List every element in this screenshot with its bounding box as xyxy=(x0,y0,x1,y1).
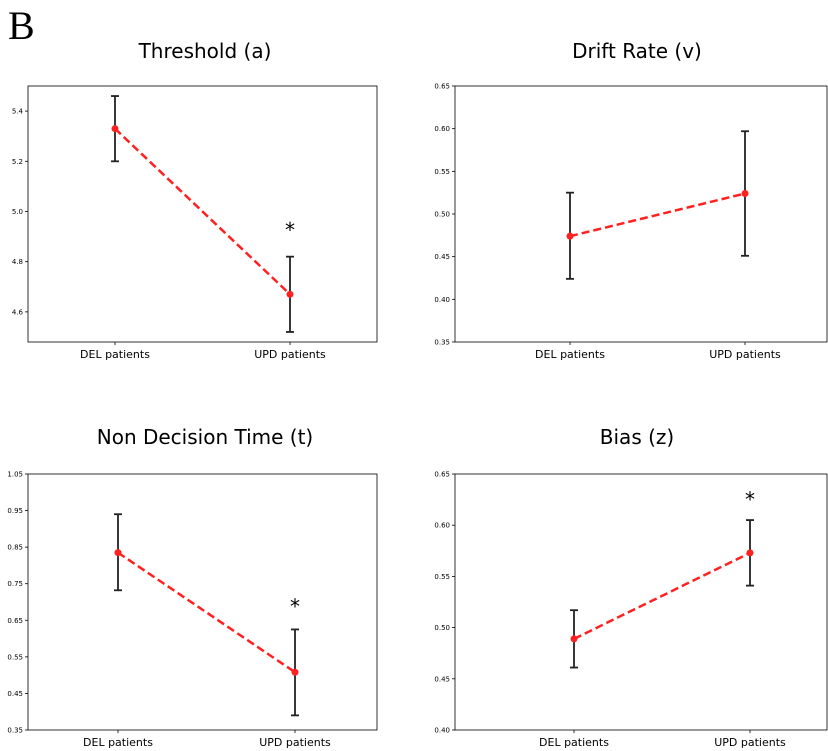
y-tick-label: 5.4 xyxy=(12,108,24,116)
x-tick-label: DEL patients xyxy=(80,348,150,361)
x-tick-label: UPD patients xyxy=(254,348,326,361)
y-tick-label: 0.50 xyxy=(434,211,450,219)
series-line xyxy=(114,127,291,296)
plot-frame xyxy=(27,473,378,731)
plot-frame xyxy=(454,85,828,343)
y-tick-label: 5.0 xyxy=(12,208,23,216)
y-tick-label: 4.8 xyxy=(12,258,23,266)
data-point xyxy=(566,232,574,240)
y-tick-label: 0.55 xyxy=(434,168,450,176)
chart-title: Threshold (a) xyxy=(138,39,272,63)
data-point xyxy=(570,635,578,643)
y-tick-label: 0.50 xyxy=(434,624,450,632)
data-point xyxy=(291,668,299,676)
y-tick-label: 0.45 xyxy=(434,675,450,683)
plot-frame xyxy=(454,473,828,731)
y-tick-label: 0.65 xyxy=(434,471,450,479)
y-tick-label: 0.55 xyxy=(434,573,450,581)
y-tick-label: 0.60 xyxy=(434,522,450,530)
y-tick-label: 5.2 xyxy=(12,158,23,166)
y-tick-label: 0.85 xyxy=(7,544,23,552)
y-tick-label: 0.40 xyxy=(434,296,450,304)
chart-title: Drift Rate (v) xyxy=(572,39,702,63)
panel-letter: B xyxy=(8,3,35,48)
x-tick-label: DEL patients xyxy=(539,736,609,749)
x-tick-label: DEL patients xyxy=(83,736,153,749)
significance-asterisk: * xyxy=(745,488,755,512)
y-tick-label: 0.65 xyxy=(434,83,450,91)
y-tick-label: 0.55 xyxy=(7,653,23,661)
data-point xyxy=(746,549,754,557)
plot-frame xyxy=(27,85,378,343)
x-tick-label: UPD patients xyxy=(259,736,331,749)
y-tick-label: 0.45 xyxy=(434,253,450,261)
y-tick-label: 0.35 xyxy=(434,339,450,347)
data-point xyxy=(286,290,294,298)
x-tick-label: UPD patients xyxy=(714,736,786,749)
y-tick-label: 0.65 xyxy=(7,617,23,625)
data-point xyxy=(111,125,119,133)
data-point xyxy=(741,190,749,198)
y-tick-label: 0.40 xyxy=(434,727,450,735)
x-tick-label: UPD patients xyxy=(709,348,781,361)
significance-asterisk: * xyxy=(290,595,300,619)
y-tick-label: 0.75 xyxy=(7,580,23,588)
series-line xyxy=(117,551,296,674)
data-point xyxy=(114,549,122,557)
y-tick-label: 0.60 xyxy=(434,125,450,133)
y-tick-label: 0.45 xyxy=(7,690,23,698)
y-tick-label: 1.05 xyxy=(7,471,23,479)
chart-title: Bias (z) xyxy=(600,425,674,449)
series-line xyxy=(569,192,746,238)
series-line xyxy=(573,551,751,640)
y-tick-label: 0.95 xyxy=(7,507,23,515)
chart-title: Non Decision Time (t) xyxy=(97,425,313,449)
x-tick-label: DEL patients xyxy=(535,348,605,361)
y-tick-label: 0.35 xyxy=(7,727,23,735)
y-tick-label: 4.6 xyxy=(12,308,24,316)
significance-asterisk: * xyxy=(285,218,295,242)
